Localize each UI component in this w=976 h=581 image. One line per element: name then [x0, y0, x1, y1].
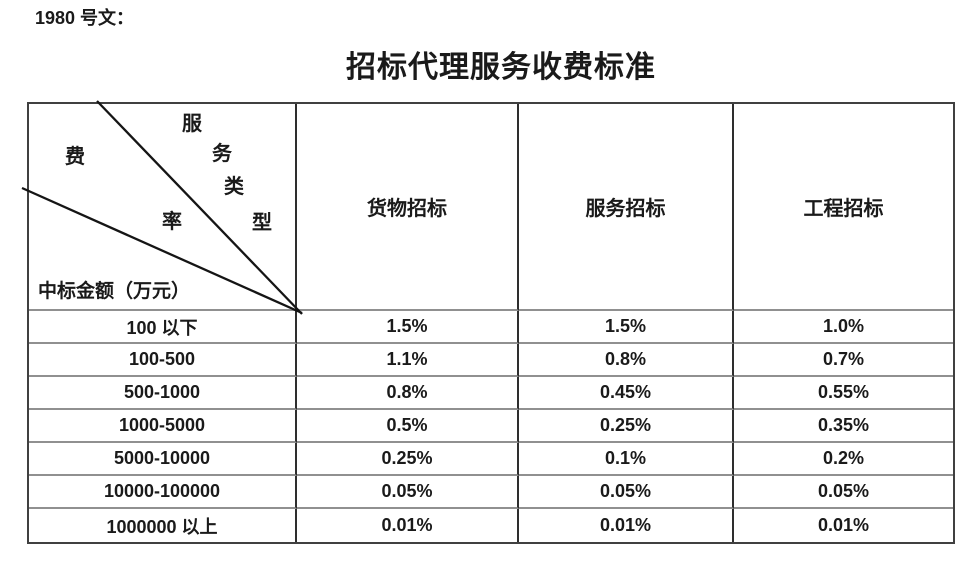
- doc-number-label: 1980 号文：: [35, 8, 135, 28]
- fee-value: 0.01%: [817, 515, 870, 535]
- fee-value: 0.01%: [519, 509, 734, 542]
- fee-value: 0.35%: [734, 410, 953, 443]
- row-label-amount-range: 1000000 以上: [29, 509, 297, 542]
- column-header-goods-bidding: 货物招标: [297, 104, 519, 311]
- fee-value: 0.45%: [519, 377, 734, 410]
- row-label-amount-range: 5000-10000: [29, 443, 297, 476]
- fee-value: 0.25%: [297, 443, 519, 476]
- fee-value: 1.1%: [297, 344, 519, 377]
- table-row: 500-1000 0.8% 0.45% 0.55%: [29, 377, 953, 410]
- fee-value: 1.5%: [297, 311, 519, 344]
- fee-value: 0.05%: [297, 476, 519, 509]
- table-row: 100-500 1.1% 0.8% 0.7%: [29, 344, 953, 377]
- column-header-service-bidding: 服务招标: [519, 104, 734, 311]
- fee-value: 0.2%: [734, 443, 953, 476]
- fee-value: 0.5%: [297, 410, 519, 443]
- fee-table: 服 务 类 型 费 率 中标金额（万元） 货物招标 服务招标 工程招标 100 …: [21, 100, 955, 544]
- row-label-amount-range: 500-1000: [29, 377, 297, 410]
- fee-value: 0.01%: [297, 509, 519, 542]
- fee-value: 0.8%: [297, 377, 519, 410]
- table-row: 10000-100000 0.05% 0.05% 0.05%: [29, 476, 953, 509]
- corner-service-type-char: 务: [212, 143, 232, 165]
- table-row: 5000-10000 0.25% 0.1% 0.2%: [29, 443, 953, 476]
- fee-value: 0.8%: [519, 344, 734, 377]
- row-label-amount-range: 10000-100000: [29, 476, 297, 509]
- fee-value: 0.1%: [519, 443, 734, 476]
- corner-fee-rate-char: 费: [65, 146, 85, 168]
- diagonal-header-cell: 服 务 类 型 费 率 中标金额（万元）: [21, 100, 303, 315]
- fee-value: 1.5%: [519, 311, 734, 344]
- diagonal-lines: [21, 100, 303, 315]
- corner-service-type-char: 型: [252, 212, 272, 234]
- column-header-engineering-bidding: 工程招标: [734, 104, 953, 311]
- diagonal-header-content: 服 务 类 型 费 率 中标金额（万元）: [21, 100, 303, 315]
- fee-value: 1.0%: [734, 311, 953, 344]
- corner-service-type-char: 类: [224, 176, 244, 198]
- table-row: 1000000 以上 0.01% 0.01% 0.01%: [29, 509, 953, 542]
- corner-amount-label: 中标金额（万元）: [38, 281, 191, 302]
- corner-service-type-char: 服: [182, 113, 202, 135]
- fee-value: 0.7%: [734, 344, 953, 377]
- fee-value: 0.05%: [519, 476, 734, 509]
- fee-value: 0.55%: [734, 377, 953, 410]
- table-header-row: 服 务 类 型 费 率 中标金额（万元） 货物招标 服务招标 工程招标: [21, 100, 953, 315]
- fee-value: 0.25%: [519, 410, 734, 443]
- row-label-amount-range: 100-500: [29, 344, 297, 377]
- row-label-amount-range: 1000-5000: [29, 410, 297, 443]
- table-row: 1000-5000 0.5% 0.25% 0.35%: [29, 410, 953, 443]
- row-label-amount-range: 100 以下: [29, 311, 297, 344]
- table-row: 100 以下 1.5% 1.5% 1.0%: [29, 311, 953, 344]
- fee-value: 0.05%: [734, 476, 953, 509]
- page-title: 招标代理服务收费标准: [346, 51, 656, 84]
- corner-fee-rate-char: 率: [162, 211, 182, 233]
